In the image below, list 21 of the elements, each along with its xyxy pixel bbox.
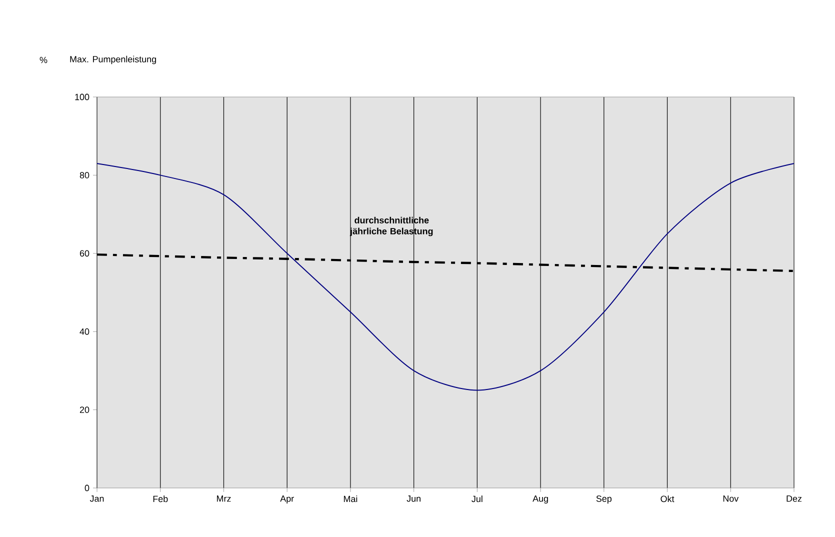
- x-tick-label: Nov: [723, 496, 739, 502]
- x-tick-label: Mai: [344, 496, 358, 502]
- line-series: [96, 162, 795, 391]
- x-tick-label: Apr: [280, 496, 294, 504]
- y-tick-label: 100: [75, 94, 90, 100]
- x-tick-label: Mrz: [217, 496, 231, 502]
- y-tick-label: 80: [80, 172, 90, 178]
- x-tick-label: Aug: [532, 496, 548, 504]
- x-tick-label: Dez: [786, 496, 802, 502]
- y-tick-label: 0: [84, 484, 90, 492]
- x-tick-label: Jan: [90, 496, 104, 502]
- y-axis-title: %: [40, 56, 48, 64]
- x-tick-label: Jul: [472, 496, 482, 502]
- x-tick-label: Sep: [596, 496, 612, 504]
- x-tick-label: Feb: [153, 496, 168, 502]
- x-tick-label: Jun: [406, 496, 420, 502]
- y-tick-label: 40: [80, 328, 90, 335]
- y-tick-label: 60: [80, 250, 90, 257]
- x-tick-label: Okt: [660, 496, 674, 502]
- chart-title: Max. Pumpenleistung: [70, 56, 156, 64]
- y-tick-label: 20: [80, 406, 90, 413]
